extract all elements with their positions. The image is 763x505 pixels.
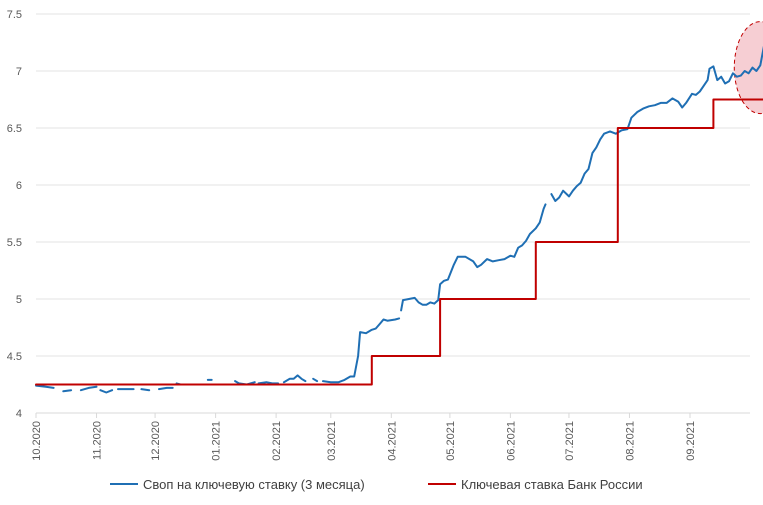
highlight-ellipse (733, 21, 763, 115)
annotations (733, 21, 763, 115)
x-tick-label: 09.2021 (685, 421, 697, 461)
gridlines (36, 13, 750, 357)
series-layer (35, 45, 763, 394)
y-tick-label: 5 (16, 294, 22, 306)
x-tick-label: 04.2021 (386, 421, 398, 461)
legend-item-swap: Своп на ключевую ставку (3 месяца) (110, 477, 365, 492)
x-tick-label: 10.2020 (31, 421, 43, 461)
x-tick-label: 12.2020 (150, 421, 162, 461)
y-tick-label: 7 (16, 66, 22, 78)
x-tick-label: 03.2021 (326, 421, 338, 461)
y-tick-label: 5.5 (7, 237, 22, 249)
x-axis-ticks: 10.2020 11.2020 12.2020 01.2021 02.2021 03.20… (31, 413, 697, 461)
y-tick-label: 4 (16, 408, 22, 420)
x-tick-label: 06.2021 (505, 421, 517, 461)
series-line-key-rate (35, 98, 763, 386)
y-tick-label: 4.5 (7, 351, 22, 363)
legend-label: Своп на ключевую ставку (3 месяца) (143, 477, 365, 492)
y-tick-label: 6.5 (7, 123, 22, 135)
y-tick-label: 6 (16, 180, 22, 192)
x-tick-label: 01.2021 (211, 421, 223, 461)
x-tick-label: 05.2021 (445, 421, 457, 461)
legend-item-key-rate: Ключевая ставка Банк России (428, 477, 643, 492)
legend-label: Ключевая ставка Банк России (461, 477, 643, 492)
y-tick-label: 7.5 (7, 9, 22, 21)
x-tick-label: 08.2021 (624, 421, 636, 461)
x-tick-label: 07.2021 (564, 421, 576, 461)
legend: Своп на ключевую ставку (3 месяца) Ключев… (110, 477, 643, 492)
x-tick-label: 02.2021 (271, 421, 283, 461)
y-axis-ticks: 4 4.5 5 5.5 6 6.5 7 7.5 (7, 9, 22, 420)
x-tick-label: 11.2020 (92, 421, 104, 460)
